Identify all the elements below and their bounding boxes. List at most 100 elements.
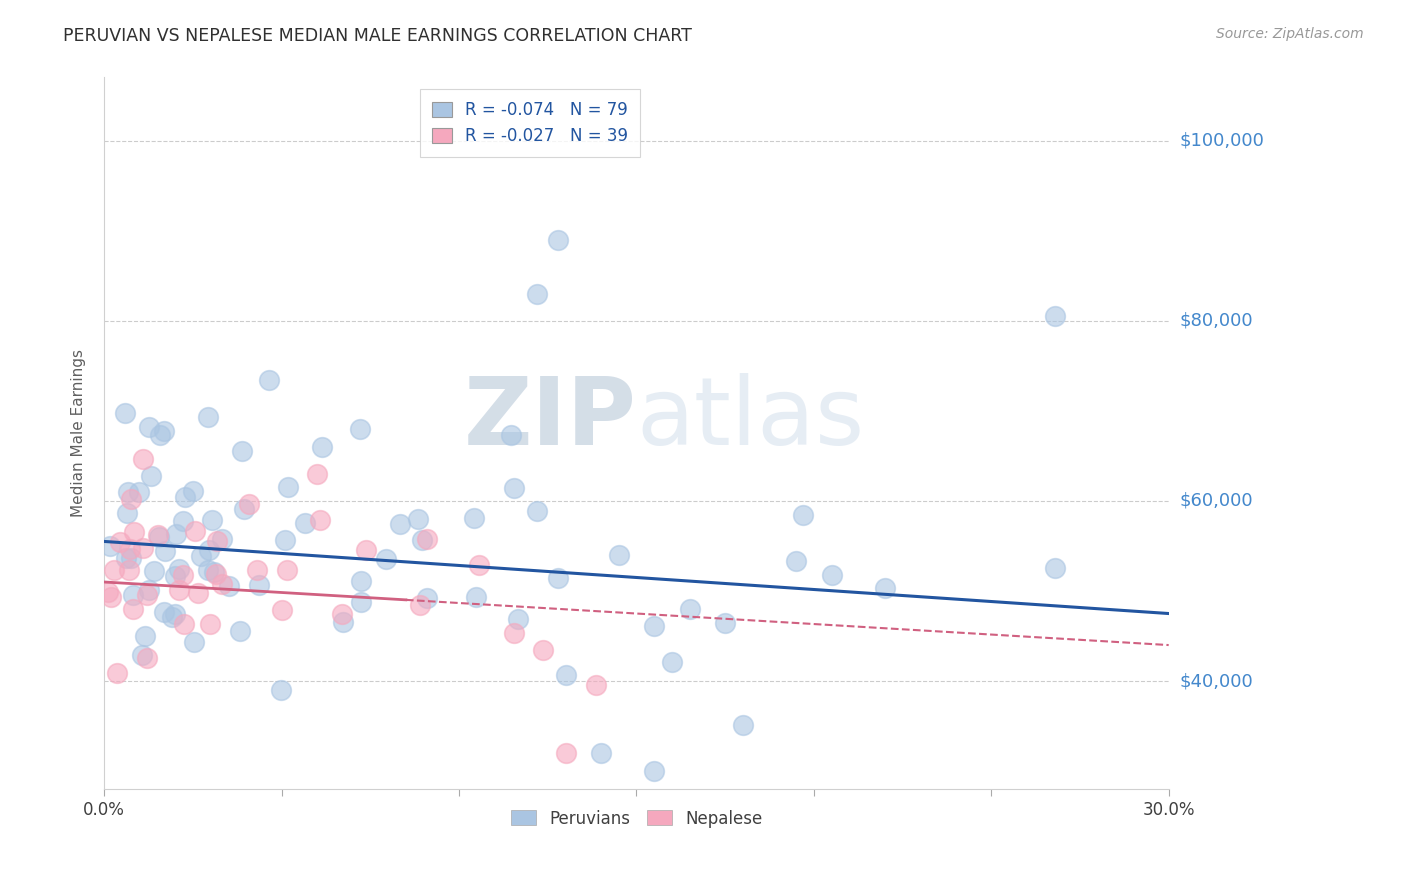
Point [247,578,270,592]
Point [165,527,187,541]
Point [152,605,174,619]
Point [245,563,267,577]
Point [211,577,233,591]
Text: atlas: atlas [637,373,865,465]
Point [506,612,529,626]
Point [165,568,187,582]
Point [554,668,576,682]
Point [468,558,491,572]
Point [731,718,754,732]
Point [211,533,233,547]
Point [356,542,378,557]
Point [131,648,153,662]
Point [181,484,204,499]
Point [169,562,191,576]
Point [128,485,150,500]
Point [270,682,292,697]
Point [411,533,433,547]
Text: $100,000: $100,000 [1180,131,1264,150]
Point [406,512,429,526]
Point [100,591,122,605]
Point [502,626,524,640]
Point [311,440,333,454]
Point [108,534,131,549]
Point [349,422,371,436]
Text: PERUVIAN VS NEPALESE MEDIAN MALE EARNINGS CORRELATION CHART: PERUVIAN VS NEPALESE MEDIAN MALE EARNING… [63,27,692,45]
Point [97,584,120,599]
Point [205,533,228,548]
Point [105,665,128,680]
Point [135,588,157,602]
Point [294,516,316,531]
Point [643,619,665,633]
Point [139,469,162,483]
Point [174,490,197,504]
Point [149,428,172,442]
Point [172,567,194,582]
Point [554,746,576,760]
Point [202,565,225,579]
Point [547,571,569,585]
Point [131,541,153,555]
Point [197,563,219,577]
Point [229,624,252,638]
Point [350,595,373,609]
Point [204,567,226,582]
Point [873,581,896,595]
Point [121,602,143,616]
Point [332,615,354,630]
Point [238,497,260,511]
Point [187,586,209,600]
Text: ZIP: ZIP [464,373,637,465]
Point [198,542,221,557]
Point [679,602,702,616]
Point [499,428,522,442]
Point [416,591,439,606]
Point [115,506,138,520]
Point [643,764,665,779]
Point [122,588,145,602]
Point [200,513,222,527]
Point [172,514,194,528]
Point [183,524,205,538]
Point [136,651,159,665]
Point [122,525,145,540]
Point [503,481,526,495]
Point [153,544,176,558]
Point [117,484,139,499]
Point [547,233,569,247]
Point [271,603,294,617]
Point [232,501,254,516]
Point [526,504,548,518]
Point [143,564,166,578]
Point [785,553,807,567]
Point [409,599,432,613]
Point [132,452,155,467]
Point [792,508,814,522]
Point [463,510,485,524]
Point [138,582,160,597]
Point [120,551,142,566]
Point [148,528,170,542]
Point [257,372,280,386]
Point [714,616,737,631]
Point [526,286,548,301]
Point [114,406,136,420]
Text: $80,000: $80,000 [1180,311,1253,330]
Point [589,746,612,760]
Point [153,424,176,438]
Point [115,550,138,565]
Point [98,539,121,553]
Point [120,541,142,556]
Legend: Peruvians, Nepalese: Peruvians, Nepalese [503,803,769,834]
Point [183,635,205,649]
Point [661,656,683,670]
Point [198,617,221,632]
Point [277,480,299,494]
Point [218,579,240,593]
Point [585,678,607,692]
Point [607,548,630,562]
Point [1043,309,1066,323]
Point [190,549,212,563]
Point [138,420,160,434]
